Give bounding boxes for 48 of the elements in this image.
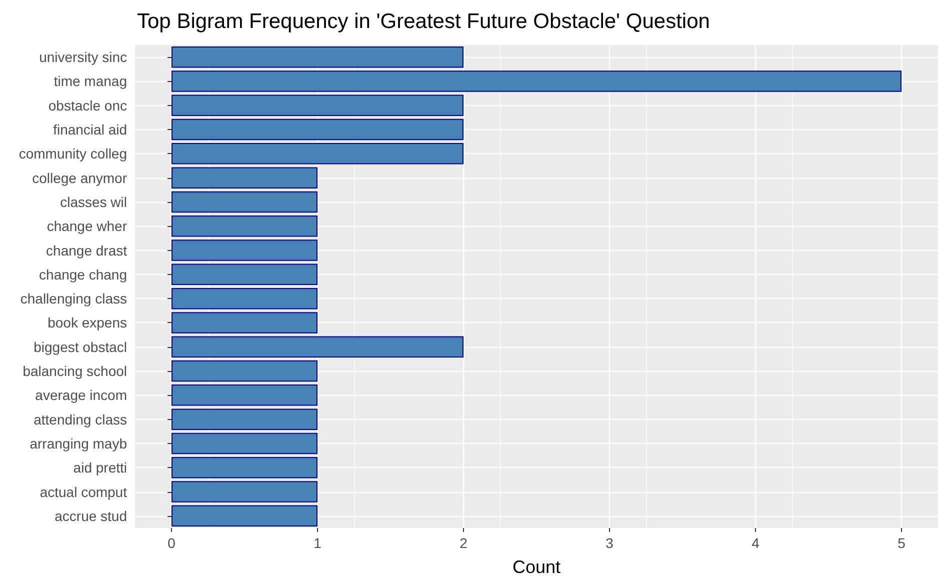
bar <box>172 94 464 116</box>
y-tick-label: financial aid <box>53 122 127 138</box>
x-tick-label: 5 <box>898 535 906 551</box>
y-tick-label: arranging mayb <box>30 435 128 452</box>
y-tick-label: balancing school <box>22 363 127 380</box>
x-tick-label: 1 <box>314 535 322 551</box>
x-tick-label: 4 <box>752 535 760 551</box>
y-tick-label: change drast <box>46 242 128 258</box>
bar <box>172 143 464 164</box>
y-tick-label: change wher <box>46 218 128 234</box>
bar <box>172 360 318 382</box>
x-tick-label: 2 <box>460 535 468 551</box>
bar <box>172 432 318 454</box>
bar <box>172 118 464 140</box>
y-tick-label: actual comput <box>40 484 128 500</box>
bar <box>172 70 902 92</box>
y-tick-label: attending class <box>34 411 127 428</box>
bar <box>172 336 464 358</box>
y-tick-label: college anymor <box>32 170 128 186</box>
bar <box>172 312 318 334</box>
y-tick-label: classes wil <box>60 194 127 210</box>
bar <box>172 167 318 188</box>
y-tick-label: university sinc <box>39 49 127 66</box>
chart-title: Top Bigram Frequency in 'Greatest Future Obstacle' Question <box>137 10 710 33</box>
bar <box>172 457 318 478</box>
y-tick-label: obstacle onc <box>48 97 127 114</box>
y-tick-label: change chang <box>39 266 127 282</box>
bar <box>172 216 318 237</box>
bar <box>172 384 318 406</box>
bar <box>172 481 318 502</box>
x-axis-title: Count <box>512 557 561 577</box>
y-tick-label: community colleg <box>18 146 127 162</box>
x-tick-label: 3 <box>606 535 614 551</box>
y-tick-label: time manag <box>54 73 127 90</box>
bar <box>172 240 318 261</box>
bar <box>172 46 464 68</box>
bar <box>172 408 318 430</box>
x-tick-label: 0 <box>168 535 176 551</box>
bar <box>172 505 318 527</box>
y-tick-label: book expens <box>48 314 127 331</box>
y-tick-label: accrue stud <box>54 508 127 524</box>
bar <box>172 288 318 310</box>
y-tick-label: biggest obstacl <box>34 338 127 355</box>
y-tick-label: challenging class <box>20 290 127 307</box>
bar <box>172 264 318 286</box>
bar <box>172 191 318 213</box>
y-tick-label: average incom <box>35 387 127 404</box>
y-tick-label: aid pretti <box>73 460 127 476</box>
